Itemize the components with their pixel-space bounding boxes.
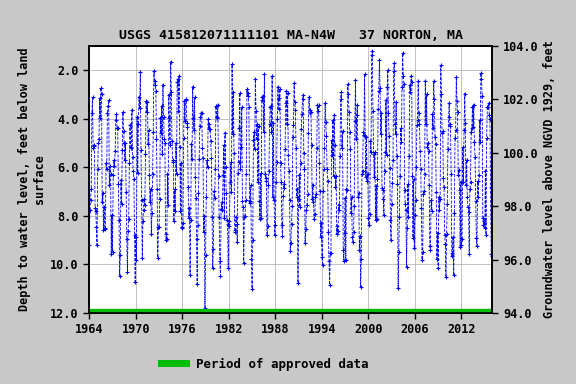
Legend: Period of approved data: Period of approved data — [156, 353, 374, 376]
Y-axis label: Depth to water level, feet below land
surface: Depth to water level, feet below land su… — [18, 48, 46, 311]
Y-axis label: Groundwater level above NGVD 1929, feet: Groundwater level above NGVD 1929, feet — [543, 41, 556, 318]
Title: USGS 415812071111101 MA-N4W   37 NORTON, MA: USGS 415812071111101 MA-N4W 37 NORTON, M… — [119, 29, 463, 42]
